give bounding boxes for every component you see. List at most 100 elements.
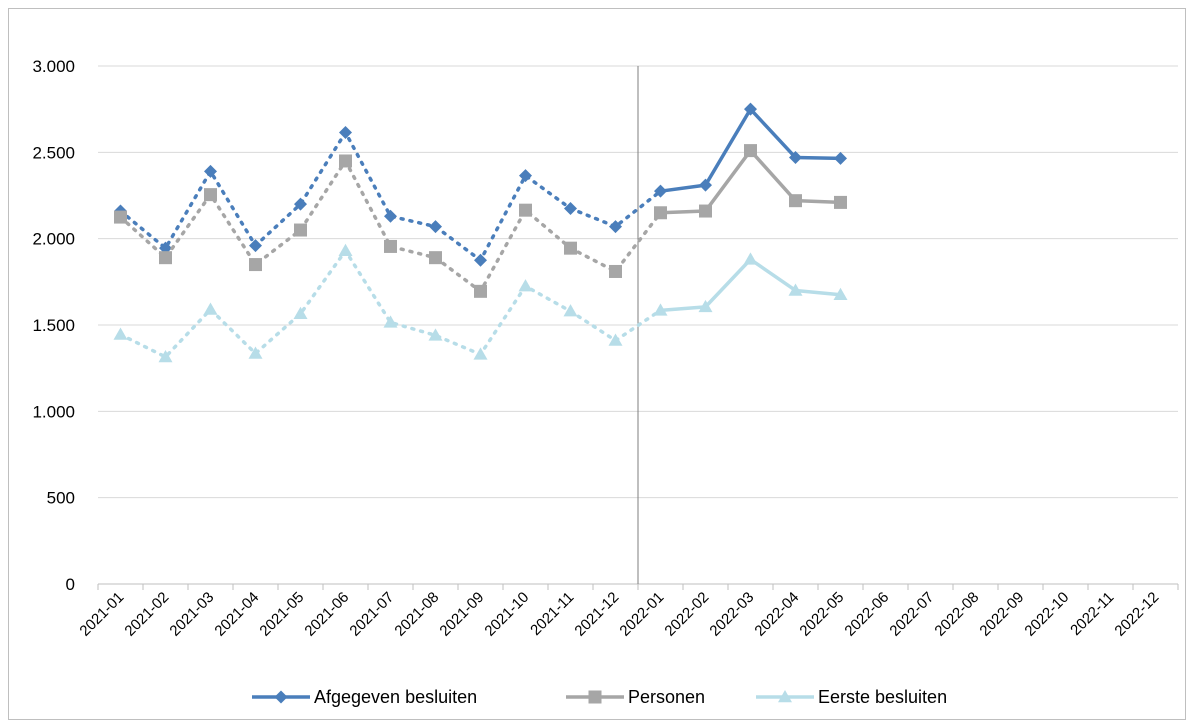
- data-point-square: [588, 690, 602, 704]
- data-point-square: [204, 188, 217, 202]
- data-point-diamond: [564, 201, 577, 215]
- data-point-square: [114, 210, 127, 224]
- y-tick-label: 0: [66, 575, 75, 594]
- y-axis-ticks: 0 500 1.000 1.500 2.000 2.500 3.000: [32, 57, 75, 594]
- data-point-square: [384, 239, 397, 253]
- data-point-diamond: [654, 184, 667, 198]
- x-tick-label: 2021-02: [121, 589, 172, 640]
- x-tick-label: 2022-01: [616, 589, 667, 640]
- data-point-diamond: [609, 220, 622, 234]
- data-point-triangle: [653, 303, 668, 316]
- x-axis-ticks: 2021-012021-022021-032021-042021-052021-…: [76, 589, 1162, 640]
- x-tick-label: 2021-08: [391, 589, 442, 640]
- y-tick-label: 2.000: [32, 230, 75, 249]
- data-point-square: [654, 206, 667, 220]
- data-point-triangle: [113, 327, 128, 340]
- gridlines: [98, 65, 1178, 499]
- data-point-square: [339, 154, 352, 168]
- data-point-triangle: [158, 349, 173, 363]
- series-personen: [114, 144, 847, 298]
- y-tick-label: 500: [47, 489, 75, 508]
- data-point-triangle: [248, 346, 263, 359]
- legend-label: Personen: [628, 687, 705, 707]
- series-line-dotted: [118, 249, 663, 359]
- legend-item: Afgegeven besluiten: [252, 687, 477, 707]
- x-tick-label: 2022-06: [841, 589, 892, 640]
- x-tick-label: 2022-07: [886, 589, 937, 640]
- data-point-triangle: [518, 279, 533, 292]
- legend: Afgegeven besluiten Personen Eerste beslui…: [252, 687, 947, 707]
- data-point-triangle: [563, 304, 578, 317]
- legend-label: Eerste besluiten: [818, 687, 947, 707]
- series-eerste-besluiten: [113, 243, 848, 363]
- series-line-solid: [660, 257, 841, 313]
- data-point-diamond: [789, 151, 802, 165]
- data-point-triangle: [428, 328, 443, 341]
- chart-frame: [8, 8, 1186, 720]
- x-tick-label: 2022-03: [706, 589, 757, 640]
- data-point-square: [249, 258, 262, 272]
- x-tick-label: 2021-05: [256, 589, 307, 640]
- legend-label: Afgegeven besluiten: [314, 687, 477, 707]
- y-tick-label: 1.500: [32, 316, 75, 335]
- x-tick-label: 2022-12: [1111, 589, 1162, 640]
- data-point-triangle: [383, 315, 398, 328]
- series-line-dotted: [118, 159, 663, 294]
- data-point-triangle: [338, 243, 353, 257]
- data-point-diamond: [204, 164, 217, 178]
- x-tick-label: 2021-09: [436, 589, 487, 640]
- data-point-square: [609, 264, 622, 278]
- data-point-triangle: [788, 283, 803, 296]
- data-point-triangle: [203, 302, 218, 315]
- legend-item: Eerste besluiten: [756, 687, 947, 707]
- data-point-triangle: [473, 347, 488, 360]
- data-point-square: [699, 204, 712, 218]
- series-line-solid: [660, 148, 841, 215]
- data-point-diamond: [744, 102, 757, 116]
- data-point-triangle: [778, 690, 792, 703]
- data-point-square: [474, 284, 487, 298]
- x-tick-label: 2022-02: [661, 589, 712, 640]
- data-point-square: [519, 203, 532, 217]
- y-tick-label: 1.000: [32, 402, 75, 421]
- data-point-triangle: [833, 287, 848, 301]
- data-point-triangle: [608, 333, 623, 346]
- legend-item: Personen: [566, 687, 705, 707]
- data-point-diamond: [474, 253, 487, 267]
- y-tick-label: 2.500: [32, 143, 75, 162]
- axes: [97, 66, 1179, 590]
- data-point-diamond: [384, 209, 397, 223]
- data-point-diamond: [339, 125, 352, 139]
- x-tick-label: 2022-04: [751, 589, 802, 640]
- data-point-square: [564, 241, 577, 255]
- series-group: [113, 102, 848, 363]
- data-point-diamond: [429, 220, 442, 234]
- x-tick-label: 2021-12: [571, 589, 622, 640]
- data-point-diamond: [834, 151, 847, 165]
- x-tick-label: 2021-06: [301, 589, 352, 640]
- data-point-square: [429, 251, 442, 265]
- data-point-square: [834, 195, 847, 209]
- x-tick-label: 2021-04: [211, 589, 262, 640]
- x-tick-label: 2022-11: [1067, 589, 1117, 639]
- x-tick-label: 2021-07: [346, 589, 397, 640]
- x-tick-label: 2022-09: [976, 589, 1027, 640]
- data-point-diamond: [519, 169, 532, 183]
- x-tick-label: 2021-01: [76, 589, 127, 640]
- data-point-square: [789, 194, 802, 208]
- data-point-triangle: [698, 299, 713, 313]
- data-point-square: [159, 251, 172, 265]
- data-point-triangle: [293, 306, 308, 320]
- x-tick-label: 2022-10: [1021, 589, 1072, 640]
- x-tick-label: 2022-08: [931, 589, 982, 640]
- x-tick-label: 2021-03: [166, 589, 217, 640]
- data-point-diamond: [274, 690, 288, 704]
- data-point-diamond: [699, 178, 712, 192]
- x-tick-label: 2022-05: [796, 589, 847, 640]
- data-point-square: [294, 223, 307, 237]
- series-afgegeven-besluiten: [114, 102, 847, 267]
- data-point-diamond: [294, 197, 307, 211]
- y-tick-label: 3.000: [32, 57, 75, 76]
- x-tick-label: 2021-10: [481, 589, 532, 640]
